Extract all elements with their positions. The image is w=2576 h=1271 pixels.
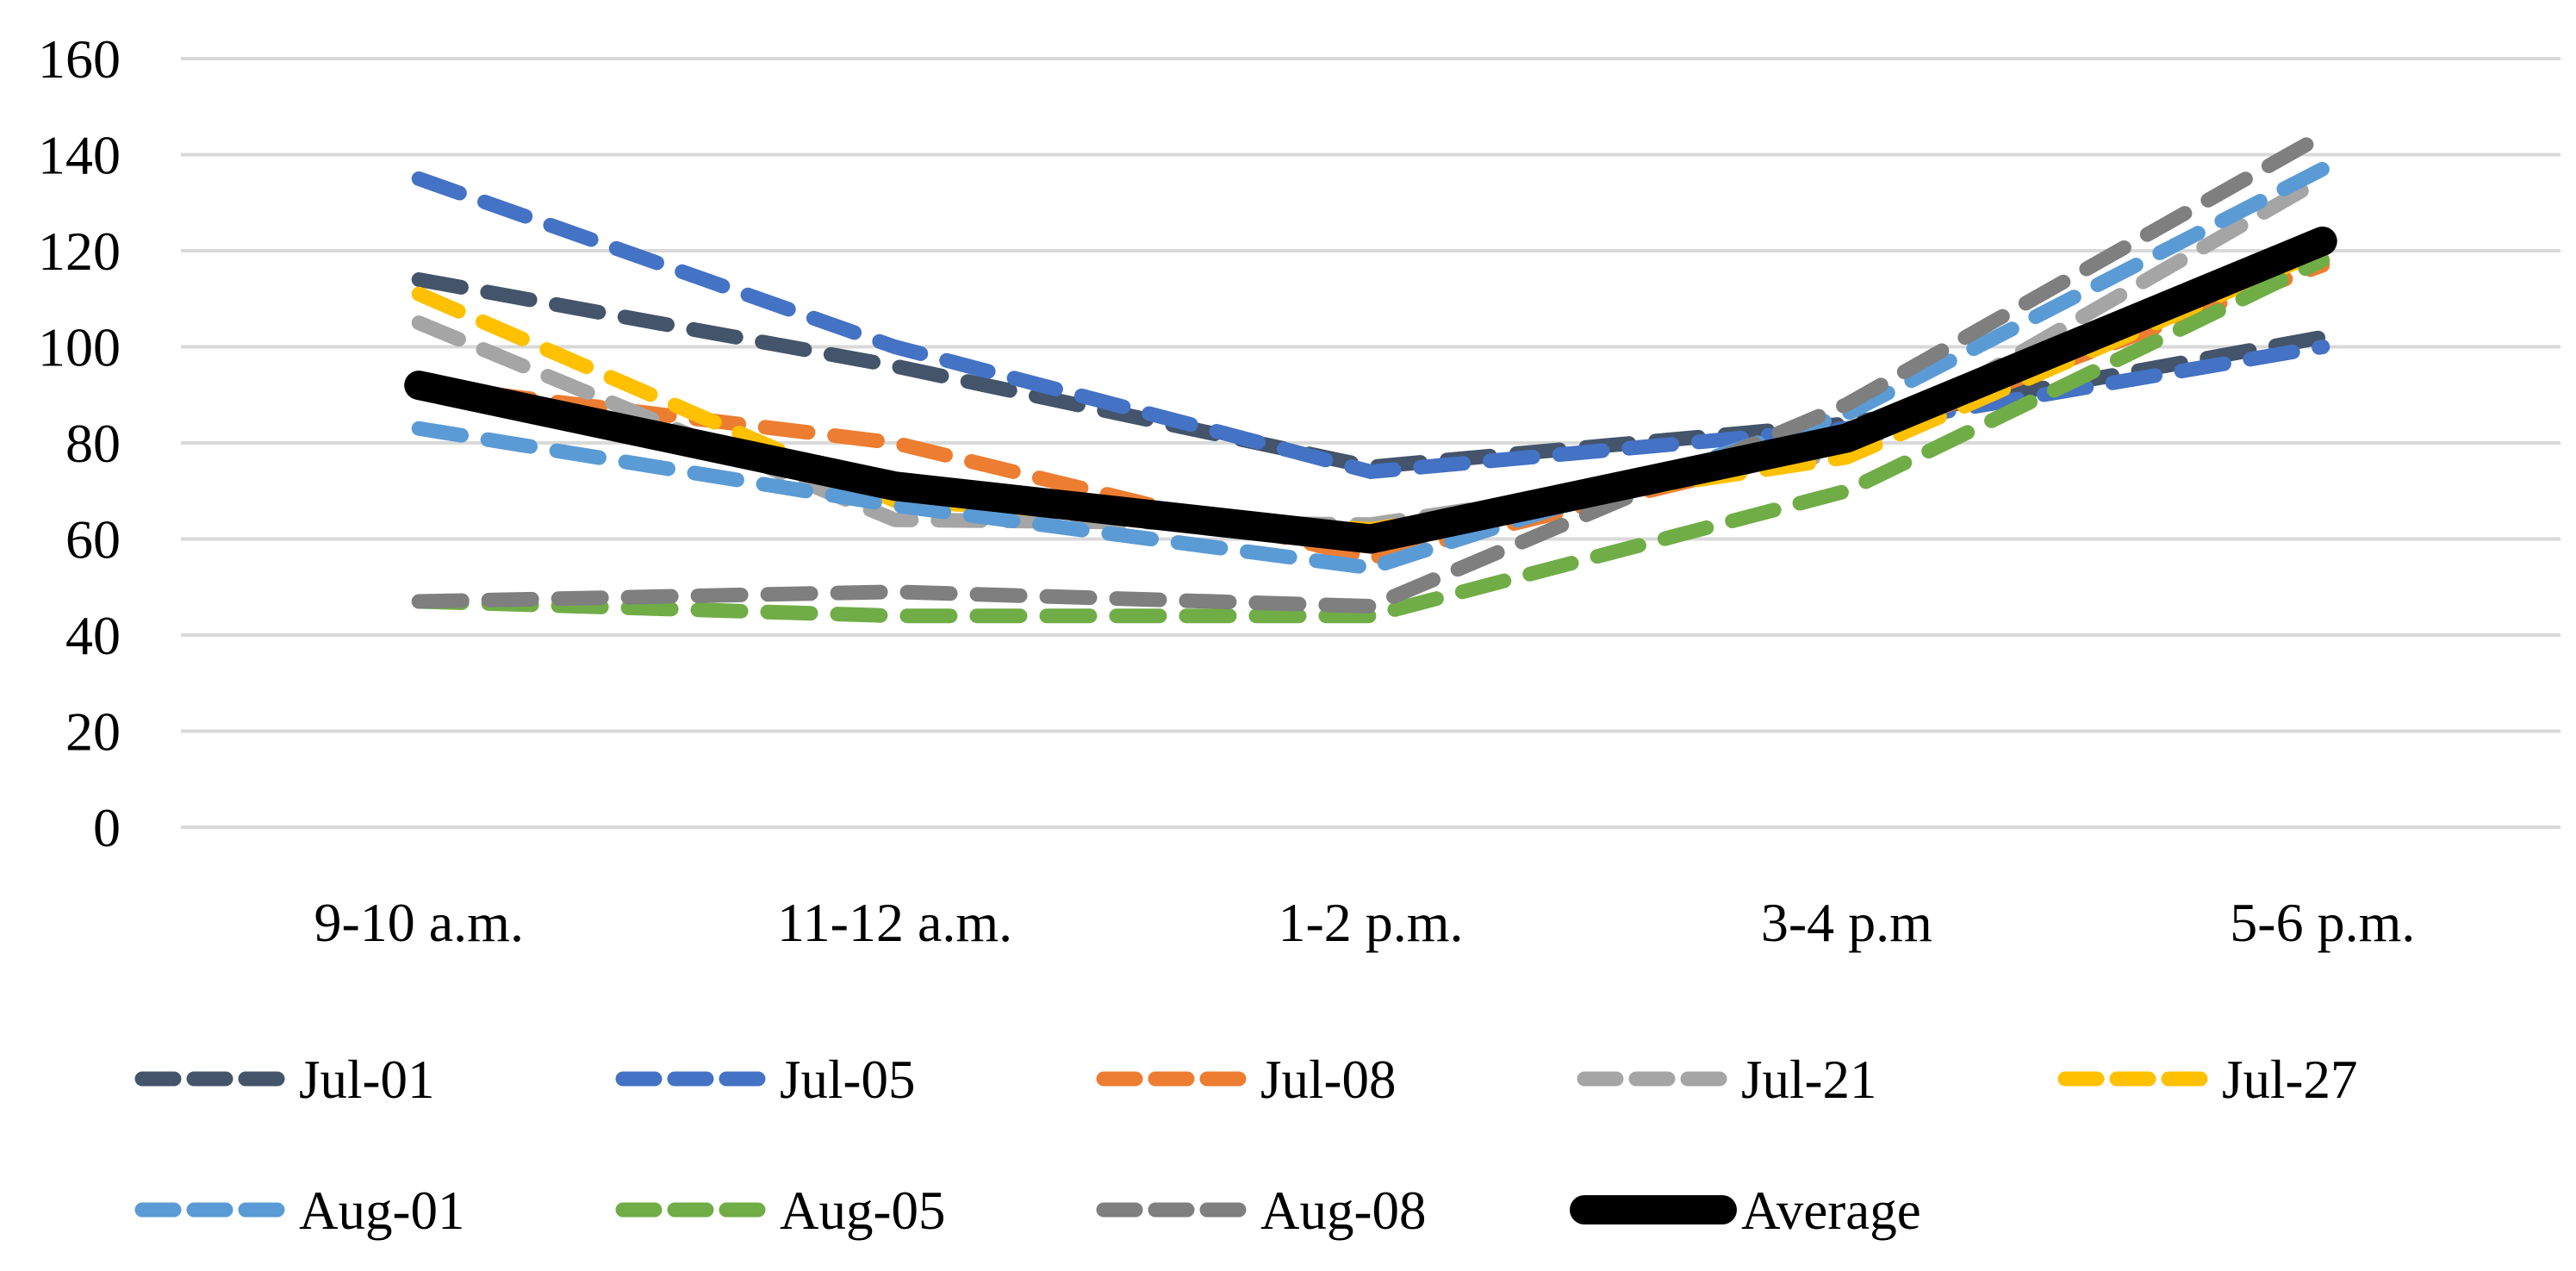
legend-label-aug-01: Aug-01 bbox=[299, 1181, 464, 1241]
legend-label-aug-08: Aug-08 bbox=[1260, 1181, 1426, 1241]
series-line-aug-05 bbox=[411, 252, 2330, 624]
y-axis-tick-label: 140 bbox=[38, 125, 121, 186]
legend-label-average: Average bbox=[1741, 1181, 1921, 1241]
series-line-aug-01 bbox=[411, 161, 2330, 576]
x-axis-tick-label: 11-12 a.m. bbox=[777, 892, 1012, 953]
legend-label-jul-21: Jul-21 bbox=[1741, 1050, 1877, 1110]
legend-label-jul-01: Jul-01 bbox=[299, 1050, 435, 1110]
x-axis-tick-label: 9-10 a.m. bbox=[314, 892, 524, 953]
x-axis-tick-label: 1-2 p.m. bbox=[1278, 892, 1463, 953]
series-line-average bbox=[404, 226, 2337, 554]
y-axis-tick-label: 100 bbox=[38, 317, 121, 378]
series-line-jul-05 bbox=[411, 171, 2330, 479]
y-axis-tick-label: 160 bbox=[38, 28, 121, 90]
series-line-aug-08 bbox=[411, 128, 2330, 614]
y-axis-tick-label: 120 bbox=[38, 221, 121, 282]
legend-label-jul-05: Jul-05 bbox=[780, 1050, 916, 1110]
legend-label-aug-05: Aug-05 bbox=[780, 1181, 945, 1241]
legend-label-jul-27: Jul-27 bbox=[2222, 1050, 2358, 1110]
y-axis-tick-label: 20 bbox=[65, 701, 121, 763]
x-axis-tick-label: 3-4 p.m bbox=[1761, 892, 1932, 953]
x-axis-tick-label: 5-6 p.m. bbox=[2230, 892, 2415, 953]
y-axis-tick-label: 40 bbox=[65, 605, 121, 666]
y-axis-tick-label: 0 bbox=[93, 797, 121, 858]
legend-label-jul-08: Jul-08 bbox=[1260, 1050, 1397, 1110]
y-axis-tick-label: 80 bbox=[65, 413, 121, 474]
y-axis-tick-label: 60 bbox=[65, 509, 121, 570]
